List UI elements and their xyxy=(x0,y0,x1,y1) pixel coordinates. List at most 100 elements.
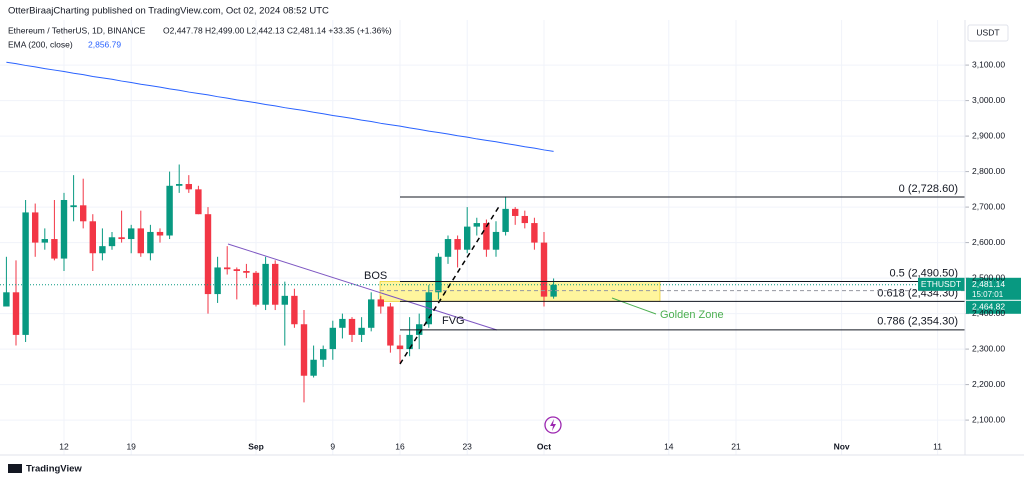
candle-body xyxy=(521,215,528,224)
candle-body xyxy=(531,223,538,243)
ema-value: 2,856.79 xyxy=(88,39,121,49)
candle-body xyxy=(291,295,298,325)
candle-body xyxy=(41,239,48,243)
y-tick-label: 2,400.00 xyxy=(972,308,1005,318)
candle-body xyxy=(195,189,202,215)
symbol-tag xyxy=(918,277,965,291)
ema-line xyxy=(6,61,554,152)
annotation: BOS xyxy=(364,270,387,282)
candle-body xyxy=(185,184,192,190)
y-tick-label: 2,100.00 xyxy=(972,414,1005,424)
candle-body xyxy=(147,231,154,254)
countdown: 15:07:01 xyxy=(972,290,1004,299)
x-tick-label: 19 xyxy=(126,441,136,451)
candle-body xyxy=(339,318,346,328)
y-tick-label: 2,800.00 xyxy=(972,166,1005,176)
candle-body xyxy=(70,205,77,208)
candle-body xyxy=(224,267,231,270)
price-tag xyxy=(966,277,1021,300)
candle-body xyxy=(348,318,356,335)
candle-body xyxy=(310,359,317,376)
candle-body xyxy=(214,267,221,295)
candle-body xyxy=(540,242,548,297)
candle-body xyxy=(368,299,375,328)
candle-body xyxy=(243,270,250,273)
x-tick-label: Oct xyxy=(537,441,551,451)
candle-body xyxy=(502,208,509,232)
candle-body xyxy=(80,205,87,222)
fib-label: 0.786 (2,354.30) xyxy=(877,316,958,328)
x-tick-label: 23 xyxy=(462,441,472,451)
plot xyxy=(3,61,661,403)
candle-body xyxy=(473,223,480,227)
x-tick-label: 12 xyxy=(59,441,69,451)
y-tick-label: 3,100.00 xyxy=(972,59,1005,69)
candle-body xyxy=(32,212,39,243)
chart-title: OtterBiraajCharting published on Trading… xyxy=(8,6,329,17)
candle-body xyxy=(454,239,461,250)
fib-label: 0 (2,728.60) xyxy=(899,183,958,195)
candle-body xyxy=(108,237,116,247)
logo xyxy=(8,464,22,473)
candle-body xyxy=(406,334,413,350)
y-tick-label: 2,200.00 xyxy=(972,379,1005,389)
candle-body xyxy=(176,184,183,186)
y-tick-label: 2,300.00 xyxy=(972,343,1005,353)
y-tick-label: 2,900.00 xyxy=(972,130,1005,140)
trend-line xyxy=(227,243,498,331)
candle-body xyxy=(512,208,519,216)
ohlc-values: O2,447.78 H2,499.00 L2,442.13 C2,481.14 … xyxy=(163,25,392,35)
candle-body xyxy=(483,223,490,250)
candle-body xyxy=(387,306,394,346)
y-tick-label: 2,600.00 xyxy=(972,237,1005,247)
candle-body xyxy=(464,226,471,250)
candle-body xyxy=(492,231,500,250)
price-tag xyxy=(966,300,1021,314)
candle-body xyxy=(166,185,173,236)
candle-body xyxy=(233,269,240,271)
candle-body xyxy=(377,299,384,307)
x-tick-label: 11 xyxy=(933,441,942,451)
candle-body xyxy=(89,221,96,254)
x-tick-label: 16 xyxy=(395,441,405,451)
annotation-arrow xyxy=(611,297,657,315)
symbol-title: Ethereum / TetherUS, 1D, BINANCE xyxy=(8,25,146,35)
overlay: 0 (2,728.60)0.5 (2,490.50)0.618 (2,434.3… xyxy=(0,183,1021,331)
candle-body xyxy=(156,231,164,236)
x-tick-label: Sep xyxy=(248,441,264,451)
event-bolt xyxy=(550,419,556,431)
candle-body xyxy=(128,228,135,240)
price-tag-label: 2,481.14 xyxy=(972,279,1005,289)
y-tick-label: 2,700.00 xyxy=(972,201,1005,211)
candle-body xyxy=(358,327,365,335)
grid xyxy=(0,20,969,455)
y-tick-label: 3,000.00 xyxy=(972,95,1005,105)
fib-label: 0.5 (2,490.50) xyxy=(890,267,959,279)
price-tag-label: 2,464.82 xyxy=(972,302,1005,312)
candle-body xyxy=(444,239,452,257)
candle-body xyxy=(281,295,288,305)
candle-body xyxy=(252,272,260,305)
candle-body xyxy=(435,256,442,293)
candle-body xyxy=(60,199,68,259)
y-tick-label: 2,500.00 xyxy=(972,272,1005,282)
footer-brand: TradingView xyxy=(26,464,82,475)
candle-body xyxy=(137,228,144,254)
currency-box[interactable] xyxy=(967,24,1009,42)
candle-body xyxy=(51,239,58,259)
candle-body xyxy=(396,345,404,350)
candle-body xyxy=(300,324,308,376)
event-icon[interactable] xyxy=(544,416,562,434)
candle-body xyxy=(329,327,336,350)
candle-body xyxy=(272,263,279,305)
candle-body xyxy=(262,263,269,305)
x-tick-label: 14 xyxy=(664,441,674,451)
candle-body xyxy=(22,212,29,335)
x-tick-label: 9 xyxy=(330,441,335,451)
golden-zone-label: Golden Zone xyxy=(660,309,724,321)
currency: USDT xyxy=(976,27,999,37)
annotation: FVG xyxy=(442,315,465,327)
candle-body xyxy=(550,284,557,297)
